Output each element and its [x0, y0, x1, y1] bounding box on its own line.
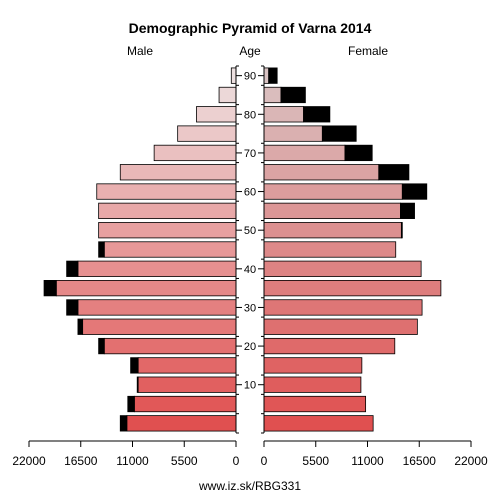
female-bar-age-10 [263, 376, 362, 393]
male-excess-bar-age-35 [43, 280, 57, 297]
female-bar-age-20 [263, 337, 396, 355]
male-bar-age-80 [196, 106, 237, 123]
male-excess-bar-age-30 [66, 299, 79, 316]
male-excess-bar-age-20 [98, 337, 105, 355]
female-bar-age-90 [263, 67, 270, 84]
female-bar-age-65 [263, 164, 380, 181]
female-label: Female [348, 44, 388, 58]
age-tick-label-40: 40 [244, 264, 256, 276]
female-excess-bar-age-85 [280, 86, 306, 104]
age-label: Age [239, 44, 261, 58]
female-bar-age-0 [263, 415, 374, 432]
male-x-tick-label-16500: 16500 [64, 454, 98, 468]
male-bar-age-75 [177, 125, 237, 142]
female-bar-age-70 [263, 144, 346, 162]
female-bar-age-75 [263, 125, 323, 142]
male-bar-age-60 [96, 183, 237, 200]
chart-title: Demographic Pyramid of Varna 2014 [129, 20, 372, 36]
male-bar-age-70 [153, 144, 237, 162]
male-excess-bar-age-45 [98, 241, 105, 258]
female-x-tick-label-11000: 11000 [351, 454, 384, 468]
male-excess-bar-age-5 [127, 395, 135, 413]
male-excess-bar-age-40 [66, 260, 79, 277]
female-bar-age-5 [263, 395, 367, 413]
female-bar-age-80 [263, 106, 304, 123]
age-tick-label-90: 90 [244, 71, 256, 83]
male-bar-age-20 [103, 337, 237, 355]
male-excess-bar-age-0 [119, 415, 128, 432]
female-x-tick-label-22000: 22000 [454, 454, 488, 468]
female-excess-bar-age-90 [268, 67, 278, 84]
male-excess-bar-age-10 [136, 376, 139, 393]
male-bar-age-50 [98, 222, 237, 239]
female-excess-bar-age-55 [400, 202, 415, 219]
age-tick-label-10: 10 [244, 380, 256, 392]
age-tick-label-20: 20 [244, 341, 256, 353]
female-bar-age-30 [263, 299, 423, 316]
male-bar-age-35 [55, 280, 237, 297]
age-tick-label-30: 30 [244, 302, 256, 314]
female-bar-age-40 [263, 260, 422, 277]
male-x-tick-label-22000: 22000 [12, 454, 46, 468]
male-bar-age-15 [137, 357, 237, 374]
female-x-tick-label-16500: 16500 [403, 454, 437, 468]
female-excess-bar-age-70 [344, 144, 373, 162]
female-excess-bar-age-75 [321, 125, 357, 142]
male-bar-age-10 [137, 376, 237, 393]
male-excess-bar-age-25 [77, 318, 84, 335]
female-bar-age-50 [263, 222, 402, 239]
male-excess-bar-age-15 [130, 357, 139, 374]
age-tick-label-80: 80 [244, 109, 256, 121]
source-footer: www.iz.sk/RBG331 [198, 479, 301, 493]
female-excess-bar-age-50 [400, 222, 403, 239]
age-tick-label-50: 50 [244, 225, 256, 237]
male-bar-age-40 [77, 260, 237, 277]
female-bar-age-15 [263, 357, 363, 374]
female-bar-age-45 [263, 241, 397, 258]
male-bar-age-90 [230, 67, 237, 84]
female-x-tick-label-5500: 5500 [302, 454, 329, 468]
bars-layer [43, 67, 442, 432]
age-tick-label-60: 60 [244, 187, 256, 199]
female-bar-age-25 [263, 318, 418, 335]
female-bar-age-60 [263, 183, 403, 200]
female-excess-bar-age-80 [303, 106, 331, 123]
male-x-tick-label-0: 0 [233, 454, 240, 468]
age-tick-label-70: 70 [244, 148, 256, 160]
male-bar-age-30 [77, 299, 237, 316]
male-bar-age-85 [218, 86, 237, 104]
male-bar-age-25 [82, 318, 237, 335]
male-bar-age-65 [119, 164, 237, 181]
male-bar-age-55 [98, 202, 237, 219]
female-bar-age-35 [263, 280, 442, 297]
male-x-tick-label-5500: 5500 [171, 454, 198, 468]
male-bar-age-5 [133, 395, 237, 413]
female-bar-age-85 [263, 86, 282, 104]
female-excess-bar-age-65 [378, 164, 410, 181]
male-bar-age-0 [126, 415, 237, 432]
female-excess-bar-age-60 [401, 183, 428, 200]
female-bar-age-55 [263, 202, 401, 219]
axes-layer: 10 20 30 40 50 60 70 80 90 22000 22000 16500 16500 11… [12, 65, 488, 468]
male-bar-age-45 [103, 241, 237, 258]
female-x-tick-label-0: 0 [261, 454, 268, 468]
male-x-tick-label-11000: 11000 [116, 454, 149, 468]
male-label: Male [127, 44, 153, 58]
